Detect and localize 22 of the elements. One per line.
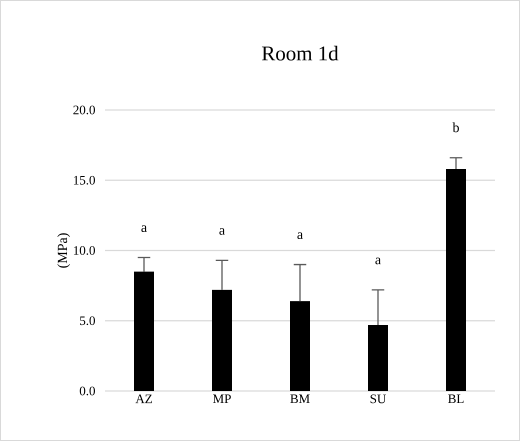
bar (368, 324, 388, 392)
annotation: a (141, 225, 147, 232)
annotation: a (219, 228, 225, 235)
x-tick-label: BL (448, 394, 464, 404)
x-tick-label: SU (370, 394, 386, 404)
x-tick-label: AZ (135, 394, 152, 404)
annotation: a (375, 258, 381, 264)
y-tick-label: 20.0 (73, 106, 95, 114)
bar (134, 272, 154, 392)
y-axis-title: (MPa) (57, 233, 70, 268)
annotation: a (297, 232, 303, 240)
y-tick-label: 10.0 (74, 246, 95, 255)
y-tick-label: 5.0 (80, 316, 95, 326)
bar (446, 169, 466, 392)
y-tick-label: 0.0 (80, 386, 95, 396)
bar (290, 301, 310, 392)
x-tick-label: MP (213, 394, 231, 403)
bar (212, 290, 232, 392)
y-tick-label: 15.0 (74, 176, 95, 185)
x-tick-label: BM (290, 394, 310, 404)
chart-title: Room 1d (262, 46, 338, 60)
annotation: b (452, 122, 459, 132)
